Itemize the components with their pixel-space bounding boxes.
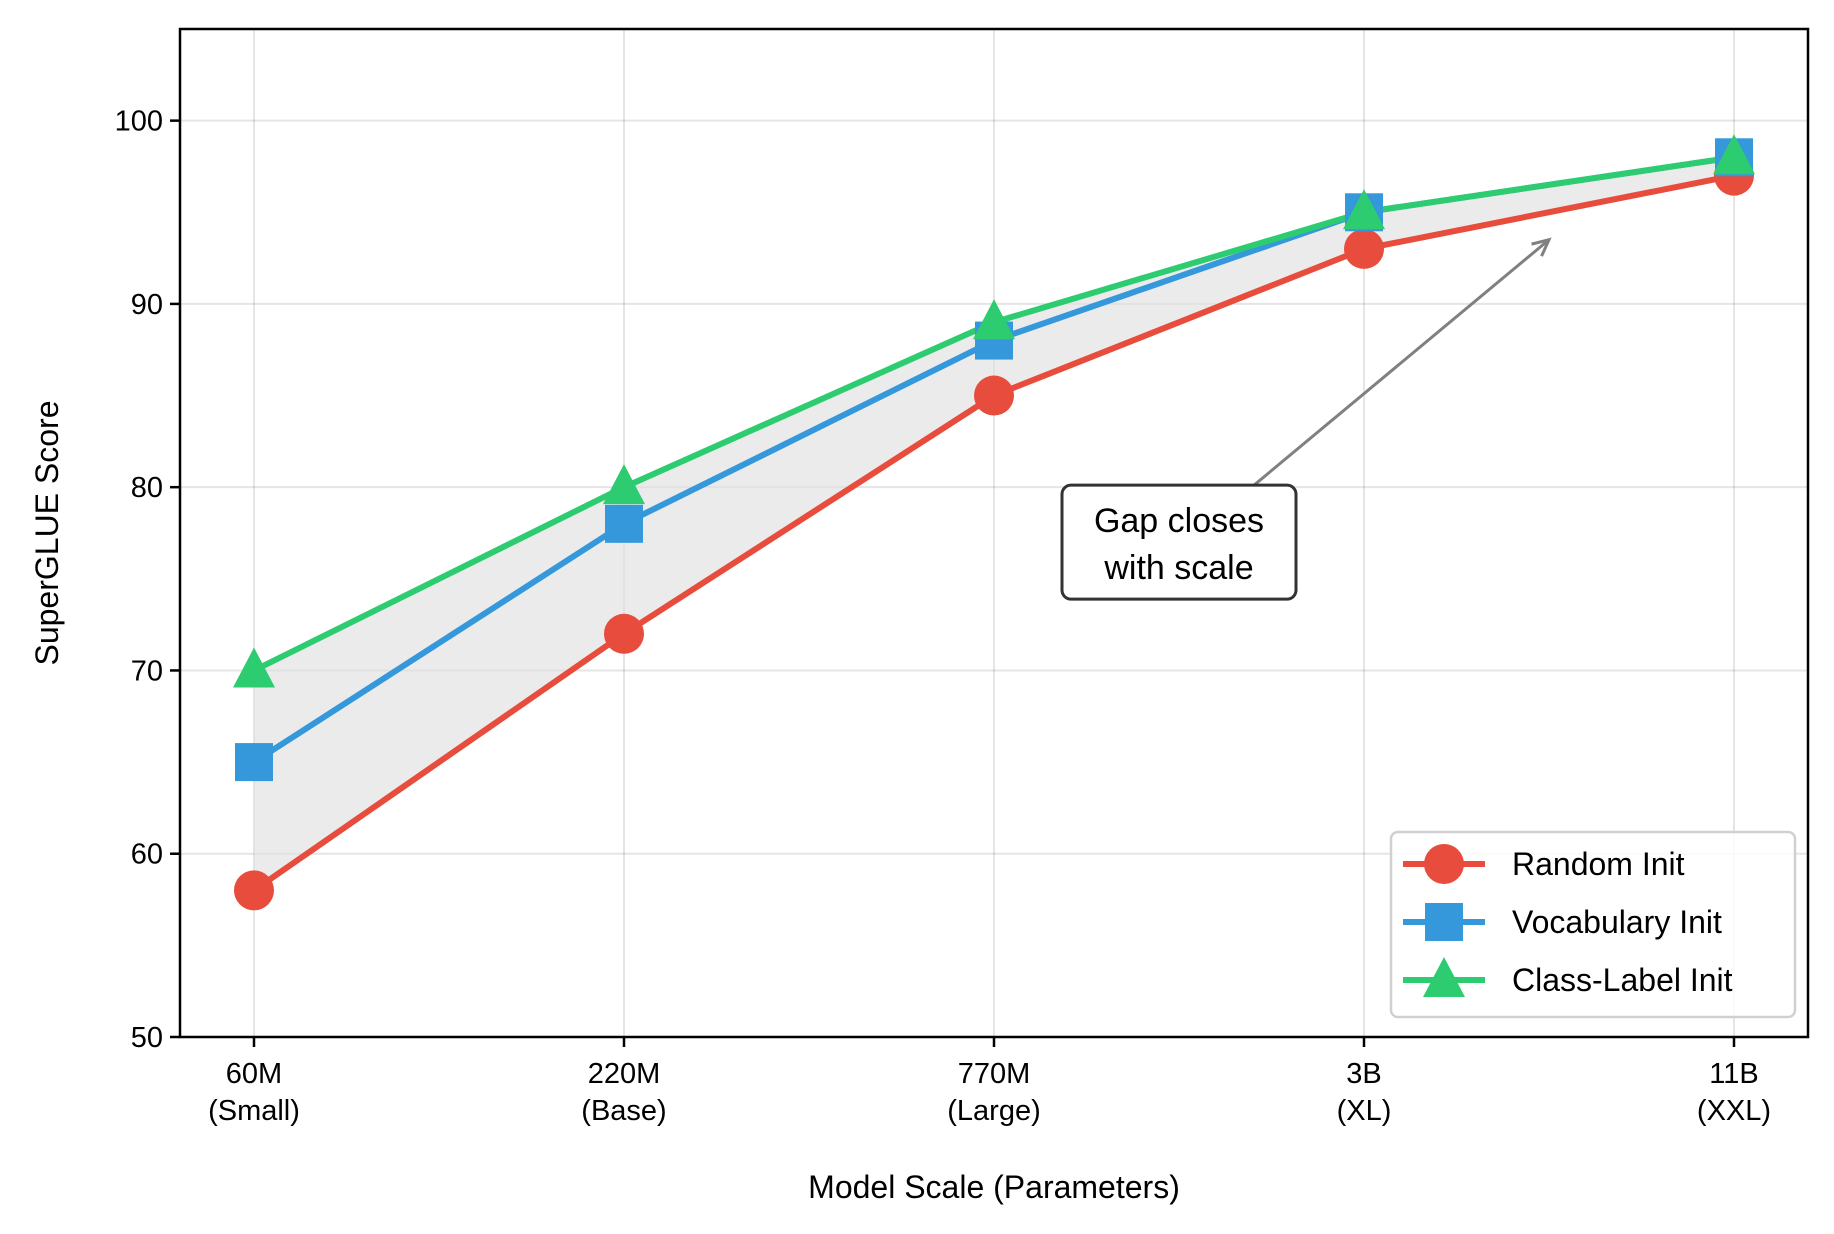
marker-vocabulary-init bbox=[605, 504, 643, 543]
y-tick-label: 50 bbox=[131, 1022, 163, 1054]
x-tick-sublabel: (XXL) bbox=[1697, 1095, 1771, 1127]
legend-marker-class-label-init bbox=[1423, 957, 1465, 997]
legend-marker-random-init bbox=[1424, 844, 1464, 884]
marker-random-init bbox=[234, 870, 274, 911]
y-axis-ticks: 50 60 70 80 90 100 bbox=[115, 106, 180, 1054]
y-tick-label: 70 bbox=[131, 655, 163, 687]
annotation-text-line-1: Gap closes bbox=[1094, 502, 1264, 540]
marker-random-init bbox=[974, 375, 1014, 416]
annotation-text-line-2: with scale bbox=[1103, 549, 1253, 587]
x-tick-sublabel: (Base) bbox=[581, 1095, 666, 1127]
x-axis-ticks: 60M (Small) 220M (Base) 770M (Large) 3B (XL) 11B… bbox=[208, 1037, 1771, 1127]
legend-marker-vocabulary-init bbox=[1425, 903, 1463, 941]
legend-label-class-label-init: Class-Label Init bbox=[1512, 962, 1733, 998]
marker-vocabulary-init bbox=[235, 743, 273, 782]
y-axis-label: SuperGLUE Score bbox=[29, 400, 65, 665]
x-tick-label: 770M bbox=[958, 1058, 1031, 1090]
marker-class-label-init bbox=[973, 299, 1015, 340]
series-markers bbox=[233, 134, 1755, 911]
marker-class-label-init bbox=[233, 647, 275, 688]
legend-label-random-init: Random Init bbox=[1512, 846, 1685, 882]
annotation-arrowhead bbox=[1531, 237, 1552, 257]
x-tick-sublabel: (Small) bbox=[208, 1095, 300, 1127]
y-tick-label: 100 bbox=[115, 106, 163, 138]
x-tick-label: 220M bbox=[588, 1058, 661, 1090]
y-tick-label: 60 bbox=[131, 839, 163, 871]
x-tick-label: 3B bbox=[1346, 1058, 1381, 1090]
annotation-arrow bbox=[1253, 238, 1550, 487]
legend-label-vocabulary-init: Vocabulary Init bbox=[1512, 904, 1722, 940]
x-axis-label: Model Scale (Parameters) bbox=[808, 1169, 1180, 1205]
x-tick-sublabel: (Large) bbox=[947, 1095, 1041, 1127]
x-tick-sublabel: (XL) bbox=[1337, 1095, 1392, 1127]
annotation-box bbox=[1060, 483, 1298, 601]
annotation: Gap closes with scale bbox=[1060, 237, 1552, 601]
marker-class-label-init bbox=[1343, 189, 1385, 230]
legend: Random Init Vocabulary Init Class-Label In… bbox=[1389, 830, 1797, 1019]
marker-random-init bbox=[1344, 228, 1384, 269]
x-tick-label: 11B bbox=[1709, 1058, 1758, 1090]
legend-box bbox=[1389, 830, 1797, 1019]
marker-class-label-init bbox=[1713, 134, 1755, 175]
y-tick-label: 90 bbox=[131, 289, 163, 321]
x-tick-label: 60M bbox=[226, 1058, 282, 1090]
marker-random-init bbox=[604, 613, 644, 654]
marker-class-label-init bbox=[603, 464, 645, 505]
y-tick-label: 80 bbox=[131, 472, 163, 504]
